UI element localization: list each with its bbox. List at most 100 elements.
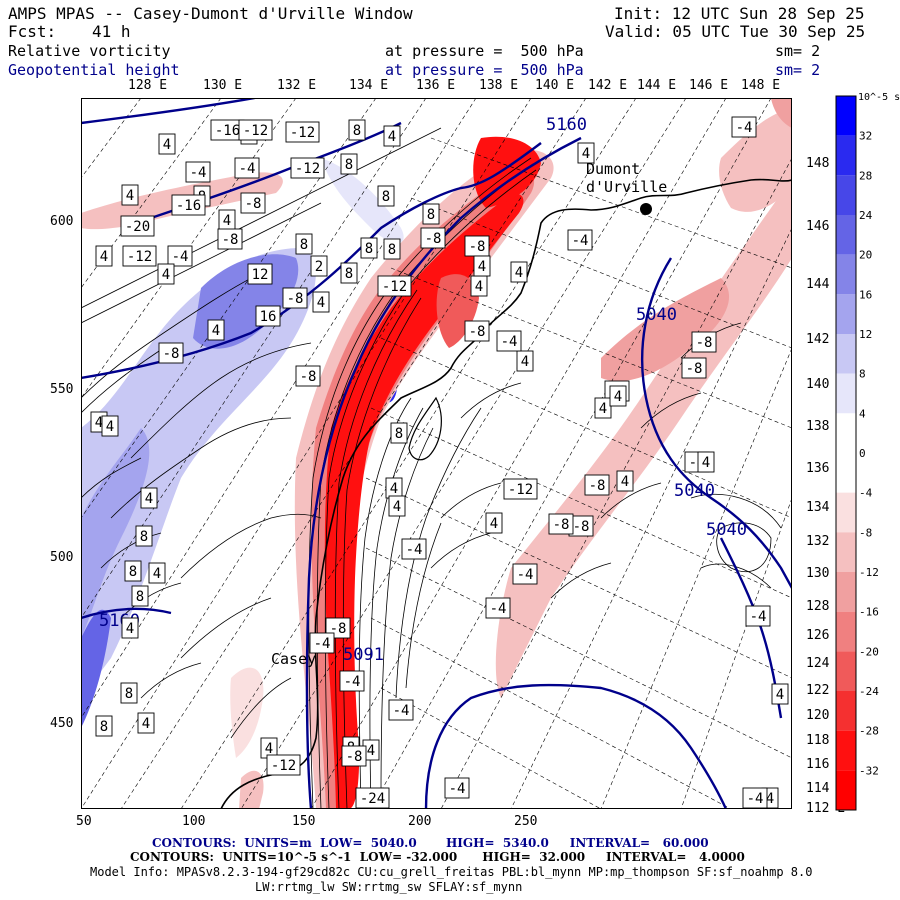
vorticity-value-label: 4 <box>473 255 491 277</box>
svg-text:-8: -8 <box>346 749 363 765</box>
svg-text:-4: -4 <box>750 609 767 625</box>
vorticity-value-label: -8 <box>217 228 243 250</box>
vorticity-value-label: -16 <box>171 194 206 216</box>
x-tick-label: 200 <box>408 814 432 829</box>
svg-text:-12: -12 <box>508 482 533 498</box>
vorticity-value-label: -16 <box>210 119 245 141</box>
colorbar-label: -28 <box>859 725 879 738</box>
svg-text:-4: -4 <box>314 636 331 652</box>
vorticity-value-label: 4 <box>140 487 158 509</box>
x-axis-ticks: 50 100 150 200 250 <box>0 814 900 830</box>
vorticity-value-label: -4 <box>496 330 522 352</box>
vorticity-value-label: -12 <box>503 478 538 500</box>
svg-text:4: 4 <box>478 259 486 275</box>
right-lon-label: 118 E <box>806 733 846 748</box>
negative-vorticity-shading <box>81 98 792 809</box>
colorbar-units: 10^-5 s^-1 <box>858 92 900 103</box>
right-lon-label: 134 E <box>806 500 846 515</box>
vorticity-value-label: -12 <box>266 754 301 776</box>
svg-text:-8: -8 <box>589 478 606 494</box>
vorticity-value-label: 4 <box>697 451 715 473</box>
svg-text:4: 4 <box>388 129 396 145</box>
vorticity-value-label: 4 <box>383 125 401 147</box>
svg-text:-20: -20 <box>125 219 150 235</box>
footer-contours-height: CONTOURS: UNITS=m LOW= 5040.0 HIGH= 5340… <box>152 836 709 850</box>
colorbar-swatch <box>836 294 856 334</box>
valid-time: Valid: 05 UTC Tue 30 Sep 25 <box>605 22 866 41</box>
svg-text:8: 8 <box>140 529 148 545</box>
colorbar-label: -32 <box>859 764 879 777</box>
vorticity-value-label: 4 <box>485 512 503 534</box>
vorticity-value-label: -8 <box>464 320 490 342</box>
vorticity-value-label: -4 <box>167 245 193 267</box>
place-label-durville: d'Urville <box>586 178 667 196</box>
vorticity-value-label: 8 <box>383 238 401 260</box>
right-lon-label: 122 E <box>806 683 846 698</box>
svg-text:-4: -4 <box>490 601 507 617</box>
colorbar-label: 0 <box>859 447 866 460</box>
svg-text:-12: -12 <box>382 279 407 295</box>
colorbar-label: -20 <box>859 645 879 658</box>
vorticity-value-label: 8 <box>340 153 358 175</box>
height-label: 5091 <box>343 645 384 665</box>
svg-text:-16: -16 <box>176 198 201 214</box>
colorbar-label: -8 <box>859 526 872 539</box>
right-lon-label: 144 E <box>806 277 846 292</box>
right-lon-label: 124 E <box>806 656 846 671</box>
svg-text:-8: -8 <box>686 361 703 377</box>
vorticity-value-label: 8 <box>95 715 113 737</box>
vorticity-value-label: 8 <box>135 525 153 547</box>
svg-text:4: 4 <box>100 249 108 265</box>
colorbar-label: 20 <box>859 249 872 262</box>
colorbar-label: -12 <box>859 566 879 579</box>
svg-text:4: 4 <box>393 499 401 515</box>
svg-text:-4: -4 <box>393 703 410 719</box>
vorticity-value-label: -8 <box>341 745 367 767</box>
right-lon-label: 120 E <box>806 708 846 723</box>
colorbar-label: 32 <box>859 130 872 143</box>
vorticity-value-label: 4 <box>148 562 166 584</box>
vorticity-value-label: 4 <box>101 415 119 437</box>
svg-text:-8: -8 <box>245 196 262 212</box>
svg-text:-4: -4 <box>501 334 518 350</box>
vorticity-value-label: -8 <box>691 331 717 353</box>
footer-model-info: Model Info: MPASv8.2.3-194-gf29cd82c CU:… <box>90 865 813 879</box>
svg-text:-12: -12 <box>243 123 268 139</box>
vorticity-value-label: 4 <box>594 397 612 419</box>
vorticity-value-label: -4 <box>485 597 511 619</box>
colorbar-label: -4 <box>859 487 873 500</box>
vorticity-value-label: -4 <box>512 563 538 585</box>
svg-text:16: 16 <box>260 309 277 325</box>
svg-text:4: 4 <box>521 354 529 370</box>
y-tick-label: 550 <box>50 382 74 397</box>
svg-text:12: 12 <box>252 267 269 283</box>
svg-text:4: 4 <box>95 415 103 431</box>
top-lon-label: 128 E <box>128 78 168 93</box>
vorticity-value-label: 12 <box>247 263 273 285</box>
colorbar-swatch <box>836 96 856 136</box>
map-title: AMPS MPAS -- Casey-Dumont d'Urville Wind… <box>8 4 413 23</box>
right-lon-label: 132 E <box>806 534 846 549</box>
vorticity-value-label: 8 <box>340 262 358 284</box>
right-lon-label: 148 E <box>806 156 846 171</box>
svg-text:8: 8 <box>345 266 353 282</box>
vorticity-value-label: 8 <box>422 203 440 225</box>
right-lon-label: 136 E <box>806 461 846 476</box>
vorticity-value-label: 4 <box>470 275 488 297</box>
vorticity-value-label: 4 <box>577 142 595 164</box>
right-lon-label: 146 E <box>806 219 846 234</box>
top-lon-label: 138 E <box>479 78 519 93</box>
right-lon-label: 130 E <box>806 566 846 581</box>
field2-name: Geopotential height <box>8 61 180 79</box>
svg-text:-4: -4 <box>190 165 207 181</box>
svg-text:8: 8 <box>100 719 108 735</box>
svg-text:-4: -4 <box>239 161 256 177</box>
svg-text:4: 4 <box>582 146 590 162</box>
svg-text:8: 8 <box>427 207 435 223</box>
right-lon-label: 128 E <box>806 599 846 614</box>
footer-model-info-2: LW:rrtmg_lw SW:rrtmg_sw SFLAY:sf_mynn <box>255 880 523 894</box>
right-lon-label: 116 E <box>806 757 846 772</box>
svg-text:4: 4 <box>367 743 375 759</box>
vorticity-value-label: -4 <box>742 787 768 809</box>
svg-text:4: 4 <box>126 621 134 637</box>
